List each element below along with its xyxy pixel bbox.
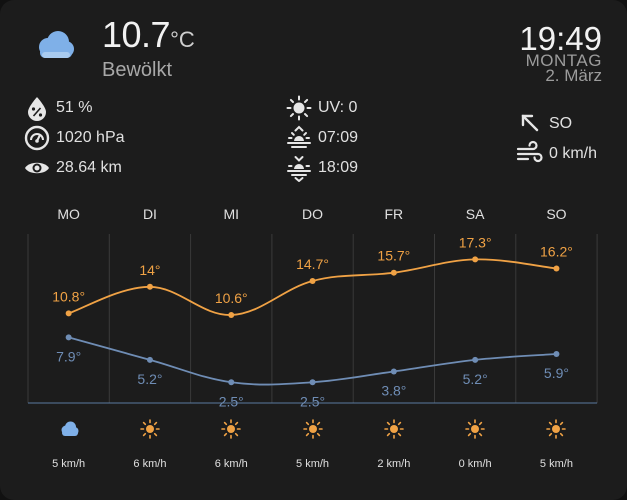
temperature-value: 10.7 xyxy=(102,14,171,55)
wind-direction-value: SO xyxy=(549,115,573,132)
cloud-icon xyxy=(34,30,76,62)
sunset-icon xyxy=(285,154,313,187)
humidity-value: 51 % xyxy=(56,99,93,116)
sun-icon xyxy=(302,418,324,445)
forecast-day-fr: FR xyxy=(384,206,404,222)
humidity-icon xyxy=(23,94,51,127)
data-point-high xyxy=(390,269,397,276)
data-label-high: 14.7° xyxy=(296,256,329,272)
data-label-high: 10.8° xyxy=(52,288,85,304)
sun-icon xyxy=(545,418,567,445)
pressure-gauge-icon xyxy=(23,124,51,157)
data-point-high xyxy=(472,256,479,263)
forecast-day-di: DI xyxy=(142,206,157,222)
data-label-high: 17.3° xyxy=(459,234,492,250)
forecast-wind-so: 5 km/h xyxy=(539,458,573,470)
visibility-value: 28.64 km xyxy=(56,159,122,176)
data-label-low: 7.9° xyxy=(56,348,81,364)
eye-icon xyxy=(23,154,51,187)
clock-weekday: MONTAG xyxy=(525,51,602,70)
forecast-wind-do: 5 km/h xyxy=(296,458,330,470)
data-point-low xyxy=(65,334,72,341)
data-label-low: 2.5° xyxy=(300,393,325,409)
uv-value: UV: 0 xyxy=(318,99,358,116)
forecast-wind-fr: 2 km/h xyxy=(377,458,411,470)
forecast-wind-di: 6 km/h xyxy=(133,458,167,470)
data-label-high: 15.7° xyxy=(377,248,410,264)
data-label-high: 10.6° xyxy=(215,290,248,306)
forecast-day-so: SO xyxy=(546,206,567,222)
forecast-day-sa: SA xyxy=(465,206,485,222)
data-point-high xyxy=(553,265,560,272)
clock-time: 19:49 xyxy=(519,20,602,57)
data-point-low xyxy=(553,351,560,358)
sun-icon xyxy=(139,418,161,445)
data-point-high xyxy=(146,283,153,290)
sun-icon xyxy=(464,418,486,445)
forecast-wind-mi: 6 km/h xyxy=(214,458,248,470)
data-label-low: 3.8° xyxy=(381,382,406,398)
forecast-day-do: DO xyxy=(302,206,324,222)
data-point-high xyxy=(228,312,235,319)
data-label-low: 2.5° xyxy=(219,393,244,409)
forecast-day-mi: MI xyxy=(223,206,240,222)
data-point-high xyxy=(309,277,316,284)
forecast-wind-mo: 5 km/h xyxy=(52,458,86,470)
condition-text: Bewölkt xyxy=(102,59,173,81)
forecast-day-mo: MO xyxy=(57,206,80,222)
sunrise-time: 07:09 xyxy=(318,129,359,146)
data-label-high: 14° xyxy=(139,262,160,278)
pressure-value: 1020 hPa xyxy=(56,129,125,146)
data-label-low: 5.2° xyxy=(463,371,488,387)
temperature-unit: °C xyxy=(170,27,195,52)
data-label-high: 16.2° xyxy=(540,244,573,260)
sun-icon xyxy=(383,418,405,445)
data-point-low xyxy=(309,379,316,386)
cloud-icon xyxy=(58,418,80,445)
sun-uv-icon xyxy=(285,94,313,127)
wind-direction-arrow-icon xyxy=(518,111,542,140)
clock-date: 2. März xyxy=(545,66,602,85)
data-label-low: 5.2° xyxy=(137,371,162,387)
wind-icon xyxy=(516,140,544,171)
forecast-wind-sa: 0 km/h xyxy=(458,458,492,470)
wind-speed-value: 0 km/h xyxy=(549,145,598,162)
sun-icon xyxy=(220,418,242,445)
data-label-low: 5.9° xyxy=(544,365,569,381)
sunrise-icon xyxy=(285,124,313,157)
data-point-low xyxy=(390,368,397,375)
data-point-high xyxy=(65,310,72,317)
sunset-time: 18:09 xyxy=(318,159,359,176)
current-temperature: 10.7°C xyxy=(102,14,195,56)
data-point-low xyxy=(228,379,235,386)
data-point-low xyxy=(146,356,153,363)
data-point-low xyxy=(472,356,479,363)
